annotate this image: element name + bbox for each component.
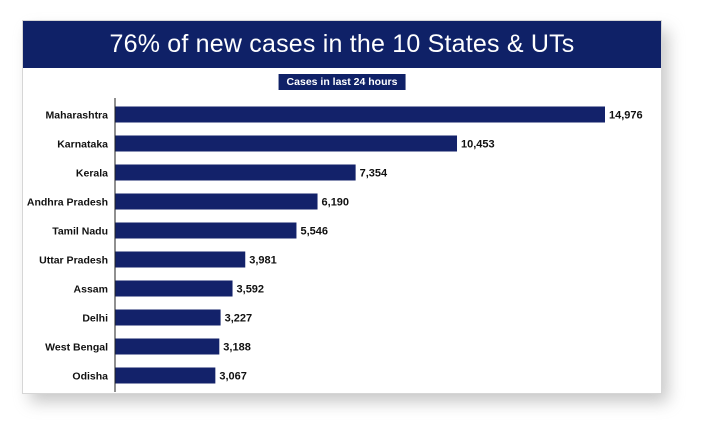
category-label: Assam xyxy=(74,284,108,296)
value-label: 5,546 xyxy=(300,226,328,238)
category-label: Tamil Nadu xyxy=(52,226,108,238)
bar xyxy=(115,251,246,268)
category-label: Karnataka xyxy=(57,139,108,151)
bar xyxy=(115,164,356,181)
slide: 76% of new cases in the 10 States & UTs … xyxy=(22,20,662,394)
bar xyxy=(115,222,297,239)
value-label: 3,592 xyxy=(237,284,265,296)
value-label: 10,453 xyxy=(461,139,495,151)
chart-title-banner: 76% of new cases in the 10 States & UTs xyxy=(23,21,661,68)
chart-title: 76% of new cases in the 10 States & UTs xyxy=(109,30,575,58)
bar xyxy=(115,309,221,326)
bar xyxy=(115,367,216,384)
category-label: Kerala xyxy=(76,168,108,180)
value-label: 3,981 xyxy=(249,255,277,267)
bar xyxy=(115,193,318,210)
bar xyxy=(115,280,233,297)
category-label: West Bengal xyxy=(45,342,108,354)
category-label: Delhi xyxy=(82,313,108,325)
bar-chart: Maharashtra 14,976 Karnataka 10,453 Kerala 7,… xyxy=(27,98,643,392)
value-label: 14,976 xyxy=(609,110,643,122)
category-label: Maharashtra xyxy=(46,110,109,122)
bar xyxy=(115,338,220,355)
value-label: 3,067 xyxy=(219,371,247,383)
bar xyxy=(115,106,605,123)
value-label: 3,227 xyxy=(225,313,253,325)
category-label: Odisha xyxy=(72,371,108,383)
category-label: Andhra Pradesh xyxy=(27,197,108,209)
chart-subtitle: Cases in last 24 hours xyxy=(278,74,406,90)
bar xyxy=(115,135,458,152)
value-label: 7,354 xyxy=(360,168,388,180)
category-label: Uttar Pradesh xyxy=(39,255,108,267)
value-label: 3,188 xyxy=(223,342,251,354)
value-label: 6,190 xyxy=(322,197,350,209)
